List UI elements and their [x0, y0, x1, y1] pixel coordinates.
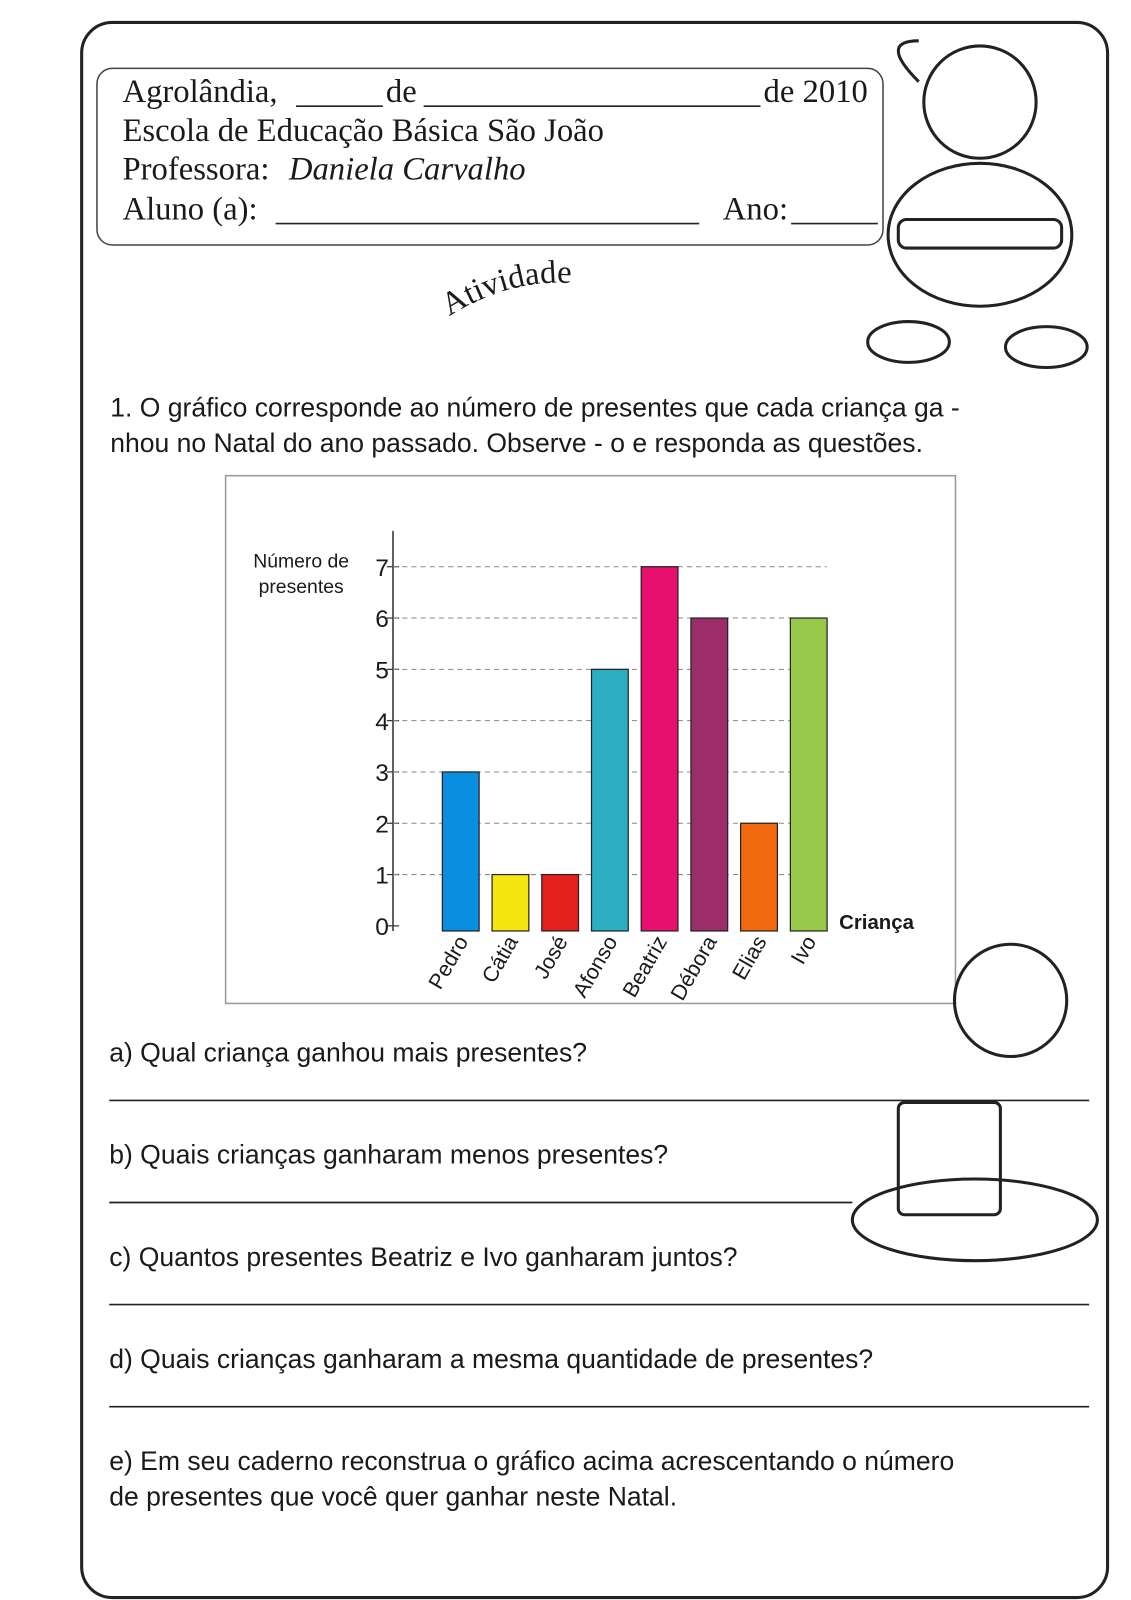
question: d) Quais crianças ganharam a mesma quant…: [109, 1344, 873, 1374]
bar: [590, 668, 629, 932]
y-tick-label: 4: [375, 709, 389, 736]
year: de 2010: [764, 74, 868, 110]
x-tick-label: Cátia: [477, 932, 523, 987]
header-box: [96, 67, 884, 246]
y-tick-label: 0: [375, 914, 389, 941]
title-text: Atividade: [435, 255, 572, 324]
question: c) Quantos presentes Beatriz e Ivo ganha…: [109, 1242, 737, 1272]
y-tick-label: 3: [375, 760, 389, 787]
student-label: Aluno (a):: [122, 191, 257, 227]
y-tick-label: 2: [375, 811, 389, 838]
bar: [491, 873, 530, 932]
teacher: Daniela Carvalho: [288, 152, 526, 188]
x-tick-label: Beatriz: [618, 932, 672, 1002]
y-tick-label: 7: [375, 555, 389, 582]
bar: [740, 822, 779, 932]
page-border: [80, 20, 1110, 1600]
bar: [690, 617, 729, 932]
bar: [541, 873, 580, 932]
teacher-label: Professora:: [122, 152, 269, 188]
question: a) Qual criança ganhou mais presentes?: [109, 1038, 587, 1068]
intro-line: 1. O gráfico corresponde ao número de pr…: [110, 392, 960, 422]
title: Atividade: [435, 255, 572, 324]
de-label: de: [386, 74, 417, 110]
bar: [441, 771, 480, 932]
question: b) Quais crianças ganharam menos present…: [109, 1140, 668, 1170]
y-tick-label: 1: [375, 863, 389, 890]
santa-illustration: [866, 39, 1089, 370]
chart-frame: [224, 474, 957, 1005]
content: Agrolândia, de de 2010 Escola de Educaçã…: [80, 20, 1110, 1600]
x-tick-label: José: [529, 932, 572, 983]
y-axis-label: Número de: [253, 551, 349, 573]
school: Escola de Educação Básica São João: [122, 113, 603, 149]
y-tick-label: 6: [375, 606, 389, 633]
child-illustration: [850, 942, 1099, 1263]
grade-label: Ano:: [723, 191, 788, 227]
intro-line: nhou no Natal do ano passado. Observe - …: [110, 428, 923, 458]
x-tick-label: Ivo: [786, 932, 821, 969]
x-tick-label: Pedro: [424, 932, 473, 994]
place: Agrolândia,: [122, 74, 277, 110]
y-axis-label: presentes: [259, 576, 344, 598]
x-axis-label: Criança: [839, 912, 915, 934]
x-tick-label: Afonso: [568, 932, 622, 1002]
x-tick-label: Elias: [728, 932, 772, 984]
y-tick-label: 5: [375, 658, 389, 685]
bar: [789, 617, 828, 932]
bar: [640, 566, 679, 932]
question-line: de presentes que você quer ganhar neste …: [109, 1482, 677, 1512]
question-line: e) Em seu caderno reconstrua o gráfico a…: [109, 1446, 954, 1476]
x-tick-label: Débora: [666, 932, 722, 1005]
